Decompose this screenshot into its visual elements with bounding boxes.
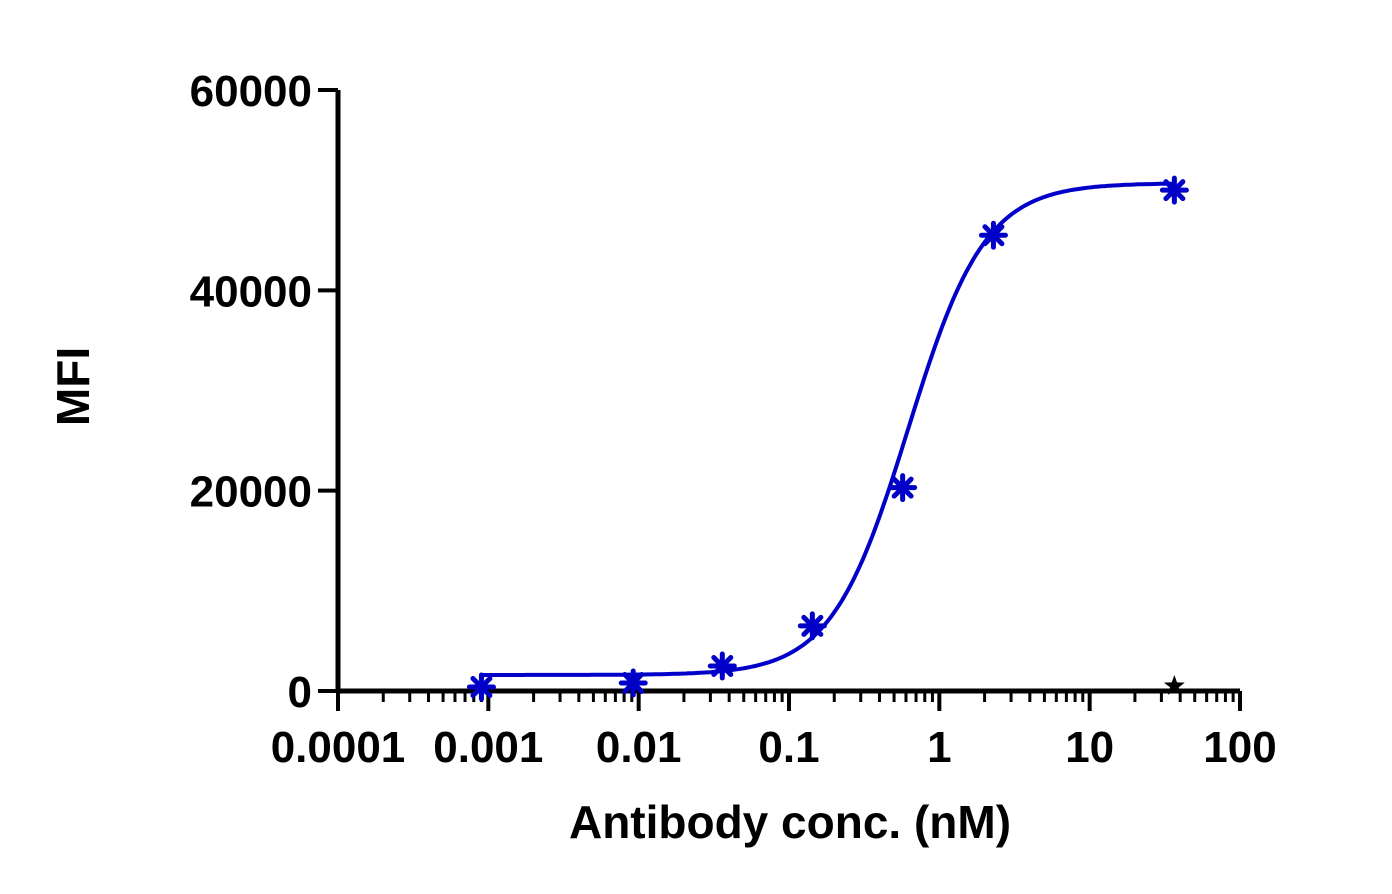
- data-point: [888, 473, 918, 503]
- fit-curves: [481, 181, 1175, 677]
- x-tick-label: 0.001: [433, 723, 543, 772]
- data-point: [466, 672, 496, 702]
- x-ticks: 0.0001 0.001 0.01 0.1 1 10 100: [271, 691, 1277, 772]
- data-point: [1159, 175, 1189, 205]
- y-tick-label: 20000: [190, 468, 312, 517]
- data-point-star: [1163, 675, 1185, 695]
- axes: 0.0001 0.001 0.01 0.1 1 10 100 0 20000 40000 6000…: [190, 67, 1277, 772]
- y-axis-title: MFI: [47, 347, 99, 426]
- x-tick-label: 1: [927, 723, 951, 772]
- data-point: [618, 668, 648, 698]
- data-point: [707, 651, 737, 681]
- data-point: [978, 220, 1008, 250]
- data-point: [797, 611, 827, 641]
- y-ticks: 0 20000 40000 60000: [190, 67, 338, 717]
- x-tick-label: 0.01: [596, 723, 682, 772]
- y-tick-label: 60000: [190, 67, 312, 116]
- y-tick-label: 0: [288, 668, 312, 717]
- data-points: [466, 175, 1189, 702]
- fit-curve: [481, 181, 1175, 677]
- y-tick-label: 40000: [190, 267, 312, 316]
- x-tick-label: 10: [1065, 723, 1114, 772]
- x-axis-title: Antibody conc. (nM): [569, 796, 1011, 848]
- x-tick-label: 0.1: [758, 723, 819, 772]
- x-tick-label: 100: [1203, 723, 1276, 772]
- x-tick-label: 0.0001: [271, 723, 406, 772]
